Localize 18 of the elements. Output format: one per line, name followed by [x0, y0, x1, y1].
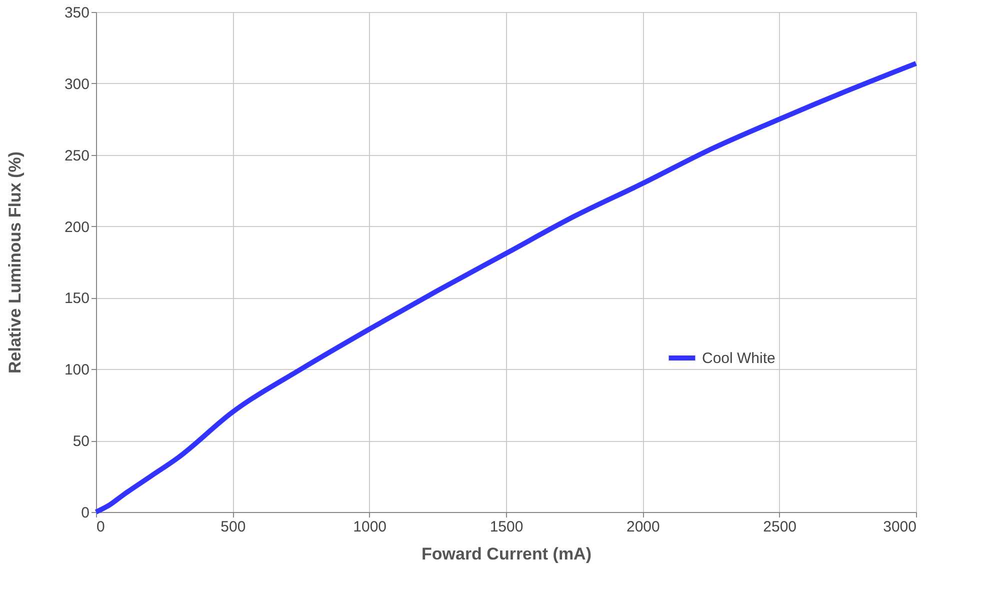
y-tick-label: 0	[81, 504, 90, 522]
y-tick-label: 250	[64, 147, 90, 164]
y-tick-label: 100	[64, 362, 90, 379]
x-tick-label: 2500	[763, 518, 797, 536]
x-axis-title: Foward Current (mA)	[422, 544, 592, 564]
y-tick-label: 200	[64, 218, 90, 236]
x-tick-label: 0	[96, 518, 105, 536]
x-tick-label: 1000	[353, 518, 387, 536]
x-tick-label: 2000	[626, 518, 660, 536]
x-tick-label: 1500	[490, 518, 524, 536]
x-tick-label: 500	[220, 518, 246, 536]
y-tick-label: 300	[64, 76, 90, 93]
y-axis-title: Relative Luminous Flux (%)	[5, 152, 24, 374]
x-tick-label: 3000	[883, 518, 916, 536]
legend-label: Cool White	[702, 350, 776, 367]
y-tick-label: 50	[72, 433, 90, 450]
y-tick-label: 350	[64, 4, 90, 22]
y-tick-label: 150	[64, 290, 90, 308]
